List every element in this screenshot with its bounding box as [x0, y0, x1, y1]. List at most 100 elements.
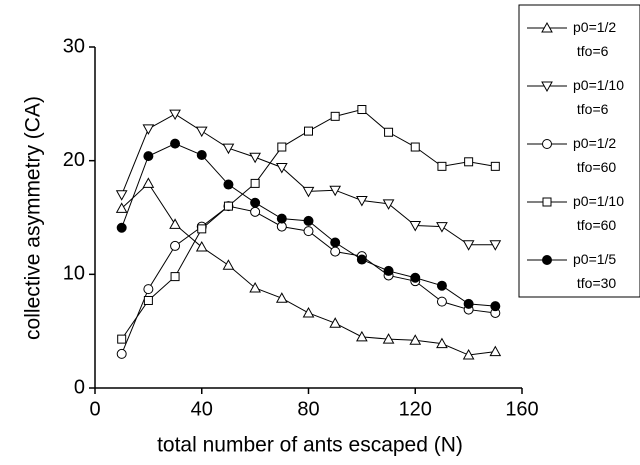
marker: [249, 281, 261, 293]
marker: [384, 127, 394, 137]
marker: [542, 255, 552, 265]
legend-label-line: tfo=60: [573, 217, 616, 233]
marker: [462, 349, 475, 360]
marker: [436, 337, 448, 349]
marker: [382, 199, 395, 210]
marker: [195, 241, 208, 252]
legend-box: [518, 4, 640, 298]
marker: [330, 237, 341, 248]
marker: [223, 201, 233, 211]
marker: [115, 190, 128, 201]
marker: [249, 152, 261, 164]
legend-label-line: p0=1/10: [573, 193, 624, 209]
marker: [223, 179, 234, 190]
legend-label-line: tfo=30: [573, 275, 616, 291]
marker: [116, 222, 127, 233]
marker: [462, 240, 475, 251]
legend-label-line: p0=1/2: [573, 135, 616, 151]
marker: [541, 81, 553, 93]
x-axis-label: total number of ants escaped (N): [157, 434, 463, 457]
marker: [490, 161, 500, 171]
marker: [115, 202, 128, 213]
x-tick-label: 160: [505, 398, 538, 420]
y-axis-label: collective asymmetry (CA): [22, 96, 45, 340]
legend-label: p0=1/2 tfo=6: [573, 19, 616, 59]
legend-label-line: tfo=6: [573, 101, 609, 117]
marker: [409, 220, 422, 232]
marker: [250, 197, 261, 208]
marker: [143, 295, 153, 305]
marker: [410, 142, 420, 152]
marker: [117, 334, 127, 344]
marker: [143, 284, 154, 295]
marker: [302, 186, 315, 198]
x-tick-label: 0: [89, 398, 100, 420]
legend-label: p0=1/5 tfo=30: [573, 251, 616, 291]
marker: [169, 109, 181, 121]
marker: [143, 151, 154, 162]
y-tick-label: 10: [63, 263, 85, 285]
marker: [436, 222, 448, 233]
marker: [541, 21, 553, 33]
marker: [436, 280, 447, 291]
marker: [490, 301, 501, 312]
marker: [356, 330, 368, 342]
marker: [116, 348, 127, 359]
marker: [222, 259, 235, 270]
marker: [489, 240, 502, 251]
marker: [542, 139, 552, 149]
legend-label: p0=1/2 tfo=60: [573, 135, 616, 175]
x-tick-label: 80: [297, 398, 319, 420]
marker: [489, 345, 502, 357]
marker: [329, 185, 342, 197]
marker: [170, 240, 181, 251]
legend-label-line: p0=1/2: [573, 19, 616, 35]
marker: [169, 218, 181, 229]
marker: [463, 298, 474, 309]
marker: [464, 157, 474, 167]
marker: [302, 306, 315, 318]
marker: [356, 195, 368, 207]
legend-label-line: p0=1/10: [573, 77, 624, 93]
legend-label-line: tfo=6: [573, 43, 609, 59]
marker: [142, 124, 155, 135]
marker: [275, 292, 288, 303]
marker: [410, 272, 421, 283]
marker: [330, 246, 341, 257]
marker: [170, 138, 181, 149]
marker: [436, 296, 447, 307]
marker: [222, 143, 235, 155]
marker: [329, 317, 342, 328]
marker: [276, 213, 287, 224]
marker: [277, 142, 287, 152]
marker: [196, 149, 207, 160]
y-tick-label: 20: [63, 149, 85, 171]
y-tick-label: 30: [63, 35, 85, 57]
marker: [303, 226, 314, 237]
legend-label: p0=1/10 tfo=6: [573, 77, 624, 117]
marker: [195, 126, 208, 138]
x-tick-label: 120: [399, 398, 432, 420]
marker: [330, 111, 340, 121]
x-tick-label: 40: [191, 398, 213, 420]
marker: [437, 161, 447, 171]
marker: [409, 334, 422, 345]
marker: [383, 265, 394, 276]
series-line: [121, 182, 496, 356]
marker: [382, 333, 395, 344]
marker: [275, 162, 288, 174]
marker: [250, 178, 260, 188]
marker: [250, 206, 261, 217]
legend-label: p0=1/10 tfo=60: [573, 193, 624, 233]
y-tick-label: 0: [74, 376, 85, 398]
marker: [142, 177, 155, 188]
marker: [356, 254, 367, 265]
marker: [542, 197, 552, 207]
legend-label-line: tfo=60: [573, 159, 616, 175]
marker: [170, 272, 180, 282]
marker: [303, 215, 314, 226]
marker: [197, 224, 207, 234]
legend-label-line: p0=1/5: [573, 251, 616, 267]
marker: [357, 105, 367, 115]
